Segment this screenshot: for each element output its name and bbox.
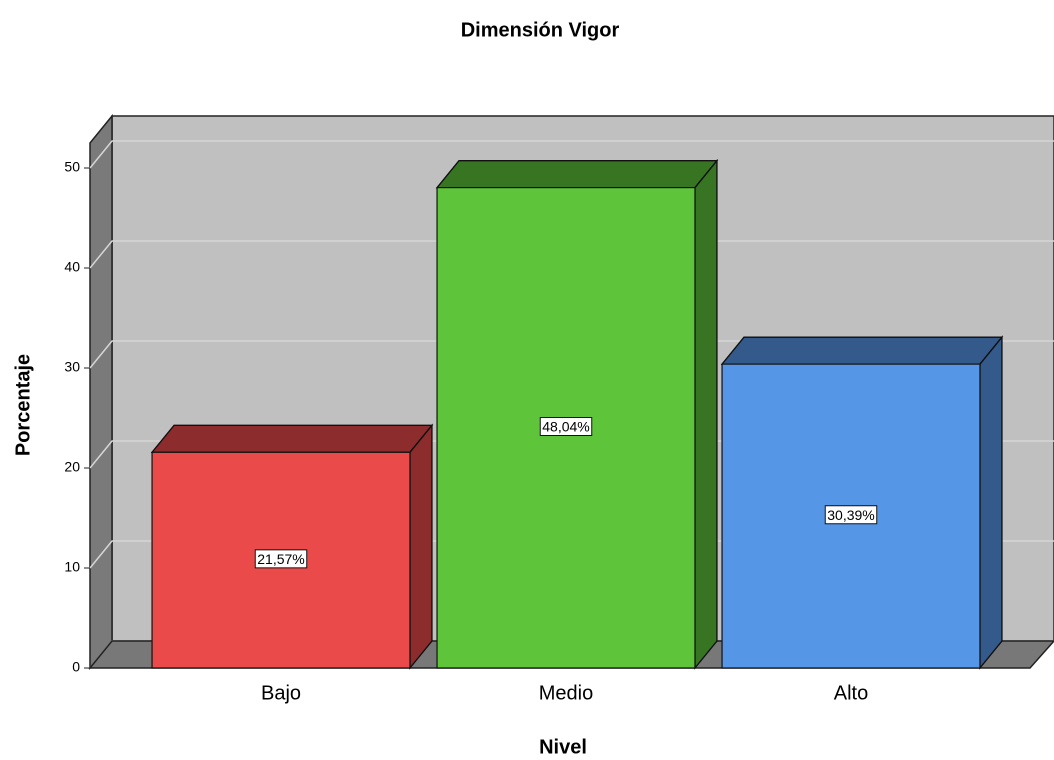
bar-shade: [409, 425, 432, 668]
chart-title: Dimensión Vigor: [461, 19, 620, 41]
value-label: 21,57%: [257, 551, 304, 567]
bar-shade: [437, 160, 717, 188]
left-wall: [89, 113, 113, 671]
y-tick-label: 40: [64, 259, 80, 275]
value-label-box: [254, 549, 308, 569]
y-tick-label: 20: [64, 459, 80, 475]
y-tick-label: 30: [64, 359, 80, 375]
grid-line: [89, 240, 1054, 269]
value-label: 48,04%: [542, 419, 589, 435]
y-tick-label: 50: [64, 159, 80, 175]
x-tick-label: Medio: [539, 682, 593, 704]
y-axis-label: Porcentaje: [12, 354, 34, 456]
value-label-box: [824, 505, 878, 525]
y-tick-label: 10: [64, 559, 80, 575]
value-label-box: [539, 417, 593, 437]
y-tick-label: 0: [72, 659, 80, 675]
grid-line: [89, 140, 1054, 169]
bar-shade: [979, 337, 1002, 668]
x-axis-label: Nivel: [539, 736, 587, 758]
x-tick-label: Bajo: [261, 682, 301, 704]
grid-line: [89, 340, 1054, 369]
bar-shade: [694, 160, 717, 668]
x-tick-label: Alto: [834, 682, 868, 704]
bar-shade: [152, 425, 432, 453]
value-label: 30,39%: [827, 507, 874, 523]
bar-shade: [722, 337, 1002, 365]
